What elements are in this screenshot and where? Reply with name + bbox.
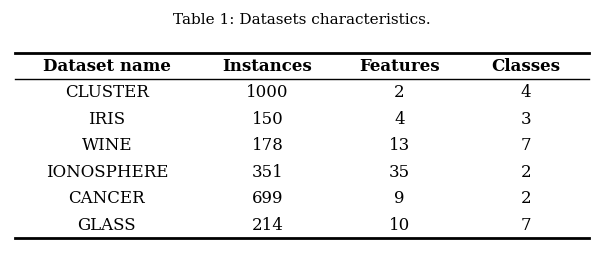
- Text: Table 1: Datasets characteristics.: Table 1: Datasets characteristics.: [173, 13, 431, 27]
